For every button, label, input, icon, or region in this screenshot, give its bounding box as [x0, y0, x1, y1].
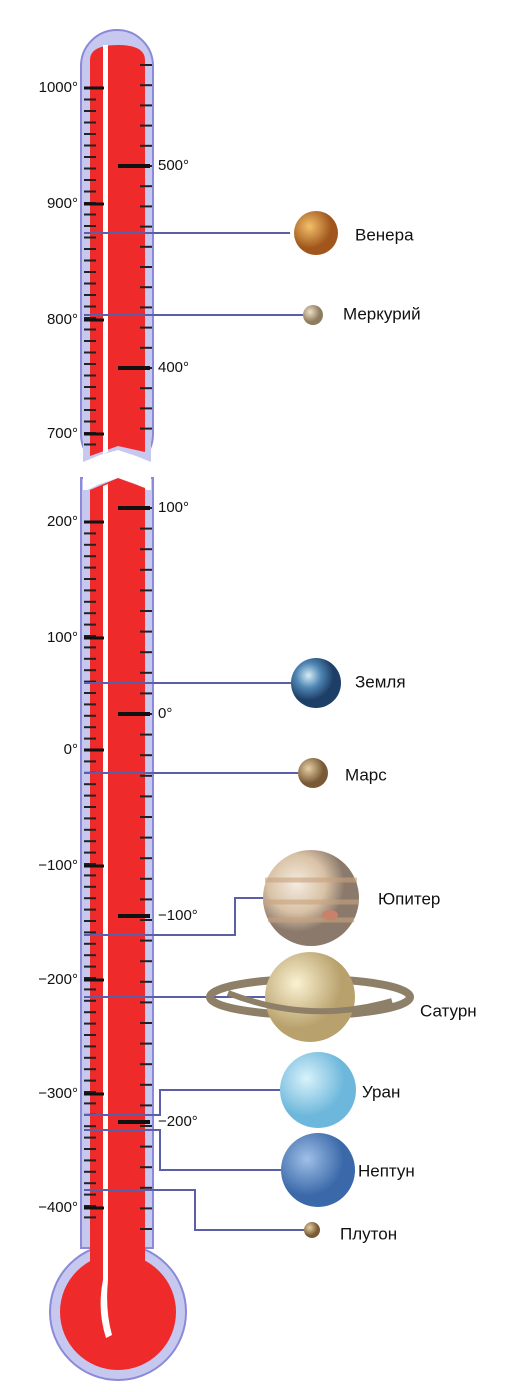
planet-label: Марс: [345, 765, 387, 784]
c-tick-label: 100°: [158, 499, 189, 516]
thermometer: [49, 29, 187, 1381]
pointer-lines: [84, 232, 304, 1231]
planets: [206, 211, 414, 1238]
planet-label: Венера: [355, 225, 414, 244]
c-tick-label: 500°: [158, 157, 189, 174]
c-tick-label: 0°: [158, 705, 172, 722]
planet-label: Сатурн: [420, 1001, 477, 1020]
planet-label: Юпитер: [378, 889, 440, 908]
c-tick-label: −100°: [158, 907, 198, 924]
planet-label: Плутон: [340, 1224, 397, 1243]
c-tick-label: −200°: [158, 1113, 198, 1130]
ticks: [84, 64, 152, 1230]
planet-label: Меркурий: [343, 304, 421, 323]
f-tick-label: 100°: [47, 629, 78, 646]
f-tick-label: −300°: [38, 1085, 78, 1102]
f-tick-label: 1000°: [39, 79, 78, 96]
f-tick-label: −200°: [38, 971, 78, 988]
c-tick-label: 400°: [158, 359, 189, 376]
f-tick-label: −100°: [38, 857, 78, 874]
f-tick-label: −400°: [38, 1199, 78, 1216]
f-tick-label: 200°: [47, 513, 78, 530]
planet-label: Нептун: [358, 1161, 415, 1180]
f-tick-label: 800°: [47, 311, 78, 328]
planet-label: Уран: [362, 1082, 400, 1101]
planet-label: Земля: [355, 672, 406, 691]
f-tick-label: 0°: [64, 741, 78, 758]
f-tick-label: 700°: [47, 425, 78, 442]
f-tick-label: 900°: [47, 195, 78, 212]
